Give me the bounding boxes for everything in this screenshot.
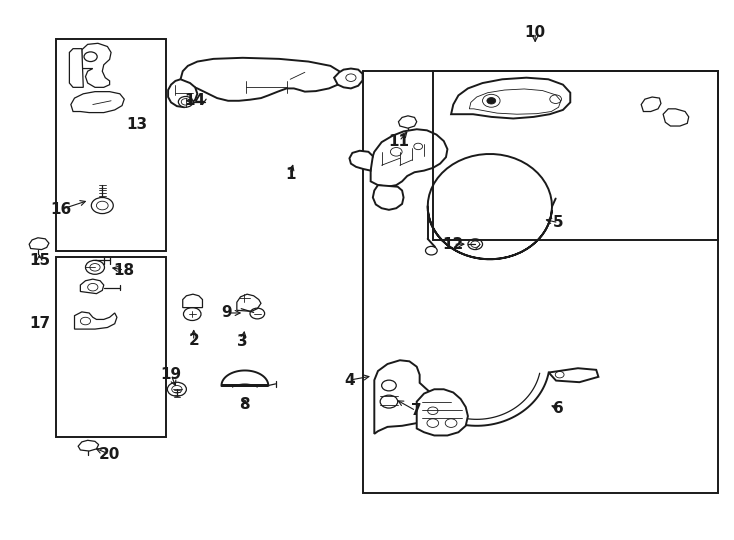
Circle shape xyxy=(167,382,186,396)
Text: 15: 15 xyxy=(29,253,50,268)
Text: 20: 20 xyxy=(99,447,120,462)
Polygon shape xyxy=(374,360,437,434)
Polygon shape xyxy=(70,49,83,87)
Text: 17: 17 xyxy=(29,316,50,331)
Polygon shape xyxy=(334,69,363,89)
Circle shape xyxy=(85,260,104,274)
Text: 1: 1 xyxy=(285,167,296,182)
Circle shape xyxy=(487,98,495,104)
Polygon shape xyxy=(80,279,103,294)
Polygon shape xyxy=(349,151,373,171)
Polygon shape xyxy=(237,294,261,312)
Polygon shape xyxy=(78,440,98,451)
Polygon shape xyxy=(81,43,111,87)
Polygon shape xyxy=(642,97,661,112)
Polygon shape xyxy=(373,185,404,210)
Polygon shape xyxy=(417,389,468,435)
Text: 18: 18 xyxy=(114,262,135,278)
Text: 3: 3 xyxy=(237,334,248,349)
Polygon shape xyxy=(222,370,269,386)
Polygon shape xyxy=(549,368,598,382)
Polygon shape xyxy=(181,58,341,101)
Text: 19: 19 xyxy=(161,367,181,382)
Polygon shape xyxy=(399,116,417,128)
Text: 8: 8 xyxy=(239,397,250,412)
Polygon shape xyxy=(75,312,117,329)
Polygon shape xyxy=(71,92,124,113)
Text: 9: 9 xyxy=(221,306,232,320)
Text: 2: 2 xyxy=(189,333,199,348)
Text: 7: 7 xyxy=(411,403,421,418)
Polygon shape xyxy=(183,294,203,308)
Polygon shape xyxy=(371,129,448,187)
Text: 4: 4 xyxy=(344,373,355,388)
Text: 16: 16 xyxy=(51,202,72,217)
Text: 5: 5 xyxy=(553,215,564,230)
Polygon shape xyxy=(29,238,49,249)
Polygon shape xyxy=(168,79,197,107)
Text: 11: 11 xyxy=(389,133,410,148)
Text: 6: 6 xyxy=(553,401,564,416)
Text: 12: 12 xyxy=(443,237,464,252)
Polygon shape xyxy=(451,78,570,118)
Text: 14: 14 xyxy=(184,93,206,109)
Text: 10: 10 xyxy=(525,25,546,40)
Circle shape xyxy=(468,239,482,249)
Circle shape xyxy=(91,198,113,214)
Circle shape xyxy=(178,97,193,107)
Text: 13: 13 xyxy=(126,118,148,132)
